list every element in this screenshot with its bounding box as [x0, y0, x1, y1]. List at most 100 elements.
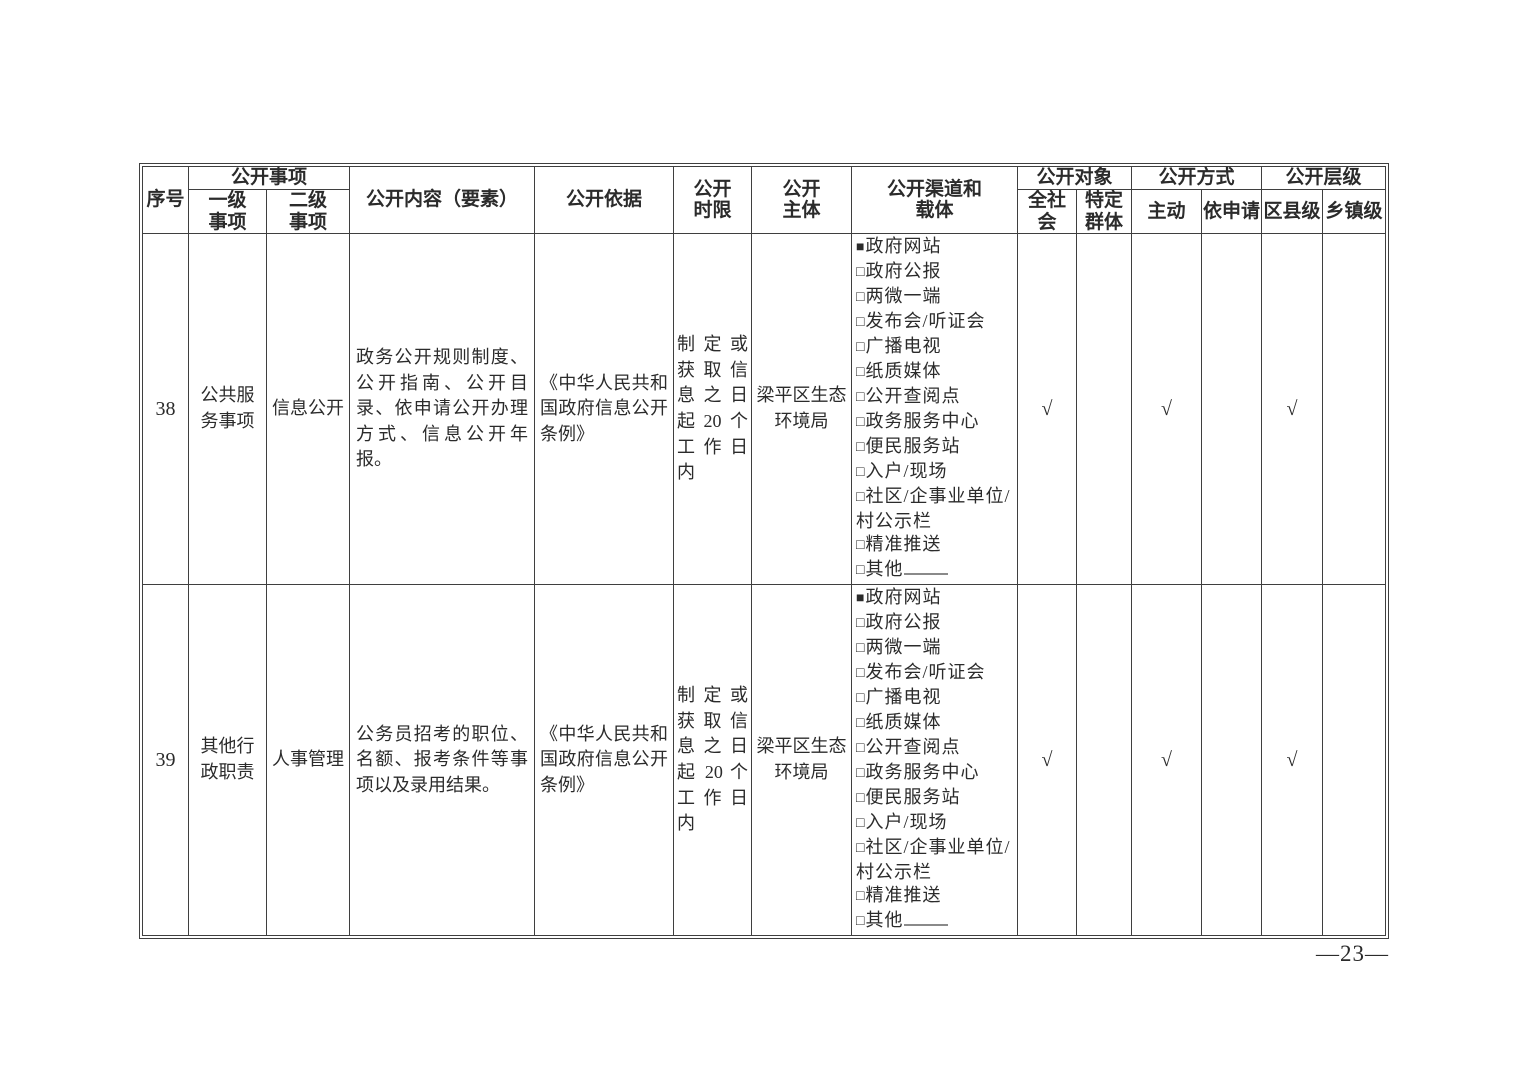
cell-time-limit: 制定或获取信息之日起20个工作日内: [673, 233, 752, 585]
header-level-district: 区县级: [1261, 189, 1323, 234]
checkbox-unchecked-icon: □: [856, 791, 865, 806]
cell-check-target-specific: [1076, 233, 1132, 585]
cell-basis: 《中华人民共和国政府信息公开条例》: [534, 584, 674, 936]
checkbox-checked-icon: ■: [856, 240, 865, 255]
channel-option: □广播电视: [856, 687, 942, 707]
cell-content: 政务公开规则制度、公开指南、公开目录、依申请公开办理方式、信息公开年报。: [349, 233, 535, 585]
cell-subject: 梁平区生态环境局: [751, 233, 852, 585]
channel-option: □入户/现场: [856, 812, 948, 832]
blank-underline: [904, 559, 949, 575]
header-seq: 序号: [142, 166, 189, 234]
checkbox-unchecked-icon: □: [856, 741, 865, 756]
header-row-groups: 序号 公开事项 公开内容（要素） 公开依据 公开 时限 公开 主体 公开渠道和 …: [142, 166, 1386, 234]
checkbox-unchecked-icon: □: [856, 490, 865, 505]
channel-option: □政务服务中心: [856, 411, 980, 431]
checkbox-unchecked-icon: □: [856, 641, 865, 656]
cell-level1-item: 公共服务事项: [188, 233, 267, 585]
cell-check-level-district: √: [1261, 584, 1323, 936]
checkbox-unchecked-icon: □: [856, 440, 865, 455]
checkbox-unchecked-icon: □: [856, 889, 865, 904]
header-target-specific: 特定 群体: [1076, 189, 1132, 234]
header-row-subcolumns: 一级 事项 二级 事项 全社会 特定 群体 主动 依申请 区县级 乡镇级: [143, 189, 1386, 234]
channel-option: □入户/现场: [856, 461, 948, 481]
header-subject: 公开 主体: [751, 166, 852, 234]
checkbox-unchecked-icon: □: [856, 538, 865, 553]
checkbox-unchecked-icon: □: [856, 365, 865, 380]
checkbox-checked-icon: ■: [856, 591, 865, 606]
checkbox-unchecked-icon: □: [856, 766, 865, 781]
header-level-town: 乡镇级: [1322, 189, 1386, 234]
checkbox-unchecked-icon: □: [856, 841, 865, 856]
cell-check-level-town: [1322, 233, 1386, 585]
header-items-group: 公开事项: [188, 166, 350, 190]
cell-content: 公务员招考的职位、名额、报考条件等事项以及录用结果。: [349, 584, 535, 936]
cell-level2-item: 人事管理: [266, 584, 350, 936]
checkbox-unchecked-icon: □: [856, 914, 865, 929]
header-method-request: 依申请: [1201, 189, 1262, 234]
channel-option: □政府公报: [856, 612, 942, 632]
header-level-group: 公开层级: [1261, 166, 1386, 190]
channel-option: □精准推送: [856, 534, 942, 554]
checkbox-unchecked-icon: □: [856, 315, 865, 330]
header-time-limit: 公开 时限: [673, 166, 752, 234]
channel-option: ■政府网站: [856, 587, 942, 607]
channel-option: □两微一端: [856, 637, 942, 657]
header-content: 公开内容（要素）: [349, 166, 535, 234]
checkbox-unchecked-icon: □: [856, 563, 865, 578]
cell-seq: 39: [142, 584, 189, 936]
header-level1-item: 一级 事项: [188, 189, 267, 234]
cell-check-method-request: [1201, 584, 1262, 936]
cell-channels: ■政府网站 □政府公报 □两微一端 □发布会/听证会 □广播电视 □纸质媒体 □公开查阅点 □…: [851, 233, 1018, 585]
cell-level1-item: 其他行政职责: [188, 584, 267, 936]
channel-option: □两微一端: [856, 286, 942, 306]
cell-check-method-active: √: [1131, 233, 1202, 585]
checkbox-unchecked-icon: □: [856, 390, 865, 405]
cell-check-target-all: √: [1017, 584, 1077, 936]
checkbox-unchecked-icon: □: [856, 265, 865, 280]
channel-option: □政府公报: [856, 261, 942, 281]
cell-check-level-district: √: [1261, 233, 1323, 585]
checkbox-unchecked-icon: □: [856, 716, 865, 731]
checkbox-unchecked-icon: □: [856, 616, 865, 631]
cell-basis: 《中华人民共和国政府信息公开条例》: [534, 233, 674, 585]
header-target-all: 全社会: [1017, 189, 1077, 234]
checkbox-unchecked-icon: □: [856, 340, 865, 355]
channel-option: □公开查阅点: [856, 737, 961, 757]
disclosure-table: 序号 公开事项 公开内容（要素） 公开依据 公开 时限 公开 主体 公开渠道和 …: [139, 163, 1389, 939]
header-method-group: 公开方式: [1131, 166, 1262, 190]
cell-check-target-all: √: [1017, 233, 1077, 585]
header-channel: 公开渠道和 载体: [851, 166, 1018, 234]
channel-option: □纸质媒体: [856, 712, 942, 732]
header-target-group: 公开对象: [1017, 166, 1132, 190]
page-number: —23—: [1316, 941, 1389, 966]
channel-option: □其他: [856, 909, 1015, 934]
cell-check-target-specific: [1076, 584, 1132, 936]
channel-option: □便民服务站: [856, 436, 961, 456]
channel-option: □公开查阅点: [856, 386, 961, 406]
header-level2-item: 二级 事项: [266, 189, 350, 234]
checkbox-unchecked-icon: □: [856, 290, 865, 305]
cell-channels: ■政府网站 □政府公报 □两微一端 □发布会/听证会 □广播电视 □纸质媒体 □公开查阅点 □…: [851, 584, 1018, 936]
header-basis: 公开依据: [534, 166, 674, 234]
channel-option: □发布会/听证会: [856, 311, 986, 331]
checkbox-unchecked-icon: □: [856, 415, 865, 430]
channel-option: □发布会/听证会: [856, 662, 986, 682]
table-row-39: 39 其他行政职责 人事管理 公务员招考的职位、名额、报考条件等事项以及录用结果…: [142, 584, 1386, 936]
channel-option: □政务服务中心: [856, 762, 980, 782]
cell-check-level-town: [1322, 584, 1386, 936]
channel-option: □社区/企事业单位/村公示栏: [856, 486, 1011, 531]
cell-subject: 梁平区生态环境局: [751, 584, 852, 936]
channel-option: □便民服务站: [856, 787, 961, 807]
checkbox-unchecked-icon: □: [856, 691, 865, 706]
checkbox-unchecked-icon: □: [856, 666, 865, 681]
channel-option: ■政府网站: [856, 236, 942, 256]
header-method-active: 主动: [1131, 189, 1202, 234]
cell-time-limit: 制定或获取信息之日起 20 个工作日内: [673, 584, 752, 936]
cell-check-method-active: √: [1131, 584, 1202, 936]
table-row-38: 38 公共服务事项 信息公开 政务公开规则制度、公开指南、公开目录、依申请公开办…: [142, 233, 1386, 585]
channel-option: □纸质媒体: [856, 361, 942, 381]
channel-option: □精准推送: [856, 885, 942, 905]
channel-option: □其他: [856, 558, 1015, 583]
channel-option: □社区/企事业单位/村公示栏: [856, 837, 1011, 882]
